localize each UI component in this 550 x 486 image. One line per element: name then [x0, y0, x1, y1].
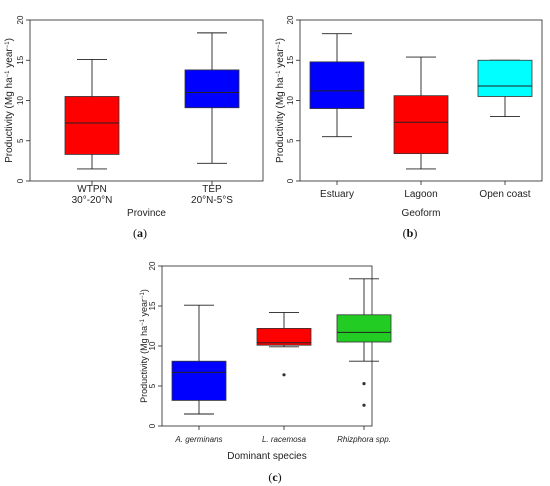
- y-tick-label: 15: [148, 301, 157, 310]
- box-body: [171, 360, 227, 401]
- box-2: [393, 56, 449, 170]
- box-body: [64, 96, 120, 155]
- y-tick-label: 10: [16, 96, 25, 105]
- x-tick-label: Estuary: [320, 189, 354, 200]
- panel-label: (b): [403, 226, 418, 240]
- y-tick-label: 15: [16, 55, 25, 64]
- outlier-point: [282, 373, 286, 377]
- chart-panel-1: 0 5 10 15 20 WTPN 30°-20°N TEP 20°N-5°S Province P…: [4, 15, 264, 240]
- outlier-point: [362, 382, 366, 386]
- y-tick-label: 20: [148, 261, 157, 270]
- box-body: [336, 314, 392, 343]
- panel-label: (c): [268, 470, 281, 484]
- y-axis-title: Productivity (Mg ha−1 year−1): [275, 38, 286, 163]
- y-tick-label: 20: [286, 15, 295, 24]
- y-tick-label: 5: [286, 138, 295, 143]
- y-tick-label: 10: [286, 96, 295, 105]
- x-tick-label: TEP 20°N-5°S: [191, 184, 233, 206]
- y-axis-title: Productivity (Mg ha−1 year−1): [4, 38, 15, 163]
- y-tick-label: 10: [148, 341, 157, 350]
- panel-label: (a): [133, 226, 147, 240]
- x-tick-label: WTPN 30°-20°N: [72, 184, 113, 206]
- box-body: [184, 69, 240, 109]
- y-tick-label: 15: [286, 55, 295, 64]
- y-tick-label: 5: [16, 138, 25, 143]
- chart-panel-2: 0 5 10 15 20 Estuary Lagoon Open coast Geoform Pr…: [275, 15, 543, 240]
- box-body: [393, 95, 449, 155]
- y-tick-label: 0: [16, 178, 25, 183]
- box-2: [184, 32, 240, 164]
- box-1: [309, 33, 365, 138]
- x-tick-label: Lagoon: [404, 189, 437, 200]
- x-axis-title: Province: [127, 208, 166, 219]
- box-body: [256, 327, 312, 346]
- plot-frame: [161, 265, 373, 427]
- x-axis-title: Geoform: [402, 208, 441, 219]
- outlier-point: [362, 403, 366, 407]
- y-tick-label: 20: [16, 15, 25, 24]
- box-body: [477, 59, 533, 97]
- y-tick-label: 0: [286, 178, 295, 183]
- x-tick-label: L. racemosa: [262, 435, 307, 444]
- x-axis-title: Dominant species: [227, 451, 306, 462]
- box-1: [171, 304, 227, 415]
- x-tick-label: A. germinans: [174, 435, 222, 444]
- box-3: [477, 59, 533, 118]
- chart-panel-3: 0 5 10 15 20 A. germinans L. racemosa Rhizphora…: [139, 261, 392, 484]
- x-tick-label: Open coast: [479, 189, 530, 200]
- box-1: [64, 58, 120, 170]
- box-body: [309, 61, 365, 109]
- y-tick-label: 5: [148, 383, 157, 388]
- x-tick-label: Rhizphora spp.: [337, 435, 391, 444]
- box-2: [256, 311, 312, 377]
- y-tick-label: 0: [148, 423, 157, 428]
- y-axis-title: Productivity (Mg ha−1 year−1): [139, 289, 149, 403]
- box-3: [336, 278, 392, 407]
